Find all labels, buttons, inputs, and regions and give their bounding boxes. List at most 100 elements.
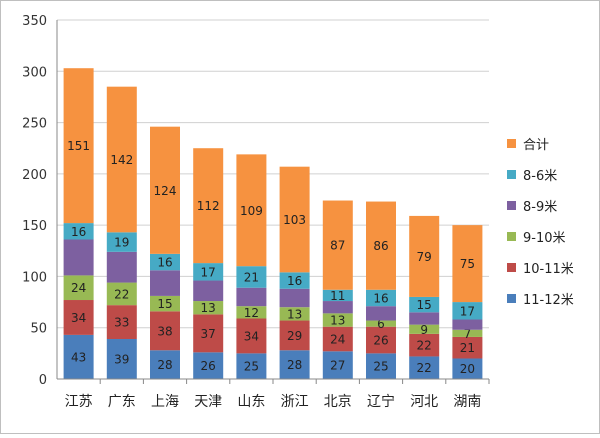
data-label: 37: [201, 327, 216, 341]
data-label: 22: [417, 361, 432, 375]
x-category-label: 山东: [237, 394, 265, 410]
legend-label: 10-11米: [523, 262, 574, 277]
data-label: 16: [287, 274, 302, 288]
bar-segment: [106, 305, 137, 339]
x-category-label: 广东: [108, 394, 136, 410]
data-label: 13: [201, 301, 216, 315]
bar-segment: [106, 86, 137, 233]
x-category-label: 湖南: [453, 394, 481, 410]
bar-segment: [193, 280, 224, 302]
data-label: 7: [464, 327, 472, 341]
bar-segment: [63, 239, 94, 276]
bar-segment: [150, 295, 180, 312]
bar-segment: [106, 338, 137, 379]
bar-segment: [236, 306, 267, 319]
bar-segment: [366, 201, 396, 290]
data-label: 22: [114, 287, 129, 301]
bar-segment: [279, 307, 310, 321]
bar-segment: [106, 232, 137, 252]
data-label: 112: [197, 199, 220, 213]
legend-swatch: [507, 170, 516, 179]
data-label: 26: [201, 359, 216, 373]
data-label: 39: [114, 352, 129, 366]
bar-segment: [63, 275, 94, 301]
bar-segment: [322, 313, 353, 327]
bar-segment: [452, 358, 483, 379]
data-label: 38: [157, 324, 172, 338]
data-label: 16: [71, 225, 86, 239]
bar-segment: [150, 350, 180, 379]
bar-segment: [236, 318, 267, 354]
data-label: 33: [114, 316, 129, 330]
axes: 0 50 100 150 200 250 300 350 江苏 广东 上海 天津 山东 浙江 北京 辽宁 河北湖…: [22, 14, 490, 410]
legend-label: 合计: [523, 138, 549, 153]
data-label: 21: [460, 341, 475, 355]
x-category-label: 天津: [194, 394, 222, 410]
bar-segment: [322, 351, 353, 379]
bar-segment: [366, 326, 396, 354]
bar-segment: [409, 333, 440, 357]
y-tick-label: 350: [22, 14, 47, 29]
bar-segment: [322, 200, 353, 290]
x-category-label: 上海: [151, 394, 179, 410]
data-label: 43: [71, 350, 86, 364]
bar-segment: [193, 263, 224, 281]
legend-label: 8-6米: [523, 169, 557, 184]
legend-swatch: [507, 201, 516, 210]
x-category-label: 北京: [324, 394, 352, 410]
bar-segment: [366, 289, 396, 307]
legend-swatch: [507, 139, 516, 148]
legend-label: 9-10米: [523, 231, 566, 246]
data-label: 86: [373, 239, 388, 253]
data-label: 17: [460, 304, 475, 318]
y-tick-label: 50: [30, 322, 47, 337]
bar-segment: [150, 253, 180, 271]
data-label: 19: [114, 236, 129, 250]
bar-segment: [150, 126, 180, 254]
bar-segment: [63, 300, 94, 335]
data-label: 28: [157, 358, 172, 372]
bar-stacks: 4334241615139332219142283815161242637131…: [63, 68, 483, 379]
x-category-label: 江苏: [65, 394, 93, 410]
bar-segment: [366, 320, 396, 327]
bar-segment: [409, 324, 440, 334]
bar-segment: [236, 154, 267, 267]
bar-segment: [106, 251, 137, 283]
bar-segment: [63, 334, 94, 379]
data-label: 22: [417, 339, 432, 353]
bar-segment: [322, 301, 353, 314]
bar-segment: [452, 319, 483, 330]
data-label: 29: [287, 329, 302, 343]
bar-segment: [409, 296, 440, 313]
legend: 合计 8-6米 8-9米 9-10米 10-11米 11-12米: [507, 138, 574, 308]
y-tick-label: 300: [22, 65, 47, 80]
data-label: 20: [460, 362, 475, 376]
data-label: 11: [330, 289, 345, 303]
bar-segment: [193, 314, 224, 353]
bar-segment: [63, 223, 94, 240]
bar-segment: [193, 301, 224, 315]
data-label: 12: [244, 306, 259, 320]
bar-segment: [279, 166, 310, 273]
bar-segment: [409, 312, 440, 325]
bar-segment: [150, 311, 180, 351]
bar-segment: [236, 266, 267, 288]
data-label: 24: [330, 332, 345, 346]
bar-segment: [193, 352, 224, 379]
bar-segment: [366, 353, 396, 379]
y-tick-label: 0: [39, 373, 47, 388]
bar-segment: [452, 336, 483, 359]
legend-label: 11-12米: [523, 293, 574, 308]
data-label: 87: [330, 239, 345, 253]
bar-segment: [193, 148, 224, 264]
bar-segment: [409, 356, 440, 379]
bar-segment: [279, 350, 310, 379]
x-category-label: 浙江: [281, 394, 309, 410]
data-label: 17: [201, 265, 216, 279]
data-label: 34: [244, 329, 259, 343]
data-label: 142: [110, 153, 133, 167]
bar-segment: [106, 282, 137, 306]
data-label: 6: [377, 317, 385, 331]
data-label: 34: [71, 311, 86, 325]
legend-swatch: [507, 232, 516, 241]
